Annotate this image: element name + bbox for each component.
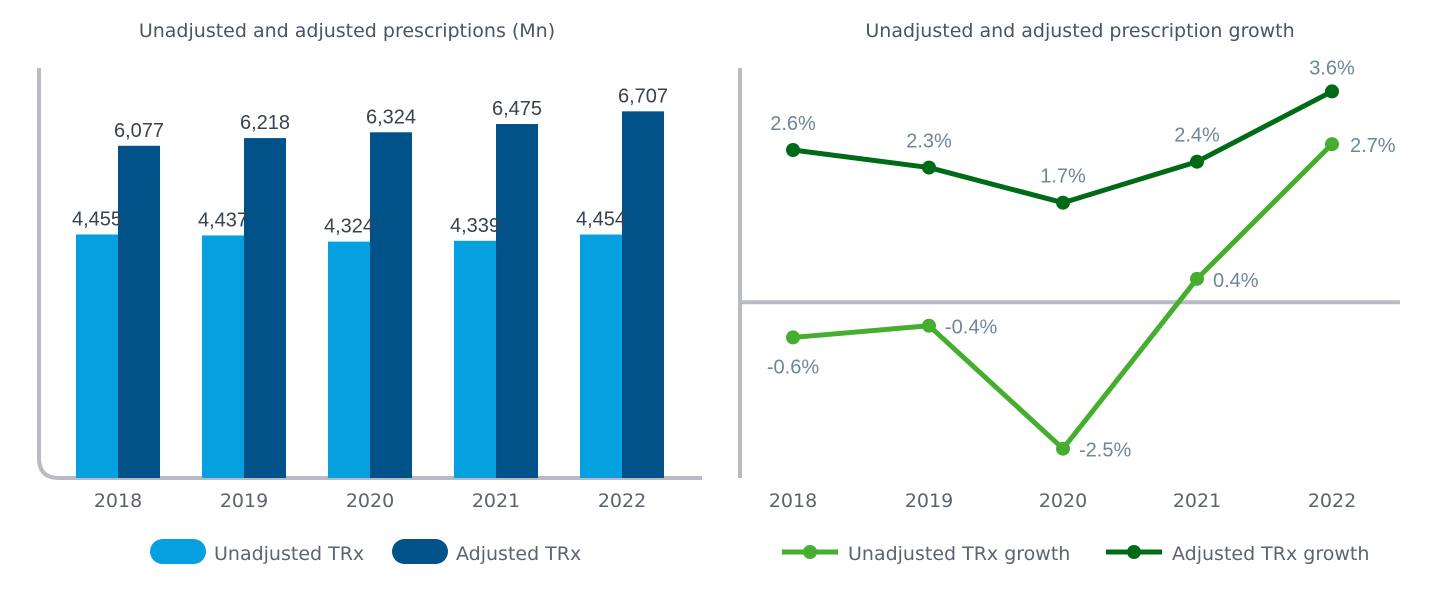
line-x-tick-2022: 2022 <box>1308 490 1356 512</box>
bar-label-unadjusted-2022: 4,454 <box>576 209 626 231</box>
line-unadjusted-trx-growth <box>792 142 1334 452</box>
line-legend: Unadjusted TRx growth Adjusted TRx growt… <box>782 543 1369 565</box>
point-adjusted-2020 <box>1056 195 1070 210</box>
line-x-tick-2018: 2018 <box>769 490 817 512</box>
bar-adjusted-2022 <box>622 111 664 478</box>
bar-chart-title: Unadjusted and adjusted prescriptions (M… <box>139 20 555 42</box>
point-adjusted-2018 <box>786 143 800 157</box>
legend-marker-unadjusted-trx-growth <box>803 545 817 559</box>
bar-x-tick-2022: 2022 <box>598 490 646 512</box>
bar-unadjusted-2019 <box>202 235 244 478</box>
legend-swatch-unadjusted-trx <box>150 539 206 564</box>
bar-adjusted-2019 <box>244 138 286 478</box>
bar-label-adjusted-2021: 6,475 <box>492 98 542 120</box>
bar-label-unadjusted-2020: 4,324 <box>324 216 374 238</box>
bar-label-unadjusted-2018: 4,455 <box>72 208 122 230</box>
bar-label-unadjusted-2021: 4,339 <box>450 215 500 237</box>
bar-chart-x-ticks: 2018 2019 2020 2021 2022 <box>94 490 646 512</box>
point-label-unadjusted-2019: -0.4% <box>945 317 997 339</box>
point-label-unadjusted-2020: -2.5% <box>1079 440 1131 462</box>
bar-adjusted-2020 <box>370 132 412 478</box>
point-adjusted-2021 <box>1190 154 1204 169</box>
legend-label-unadjusted-trx: Unadjusted TRx <box>214 543 364 565</box>
legend-label-unadjusted-trx-growth: Unadjusted TRx growth <box>848 543 1070 565</box>
bar-chart-bars <box>76 111 664 479</box>
bar-x-tick-2019: 2019 <box>220 490 268 512</box>
bar-chart-axis-frame <box>37 68 702 480</box>
point-label-adjusted-2018: 2.6% <box>770 113 816 135</box>
line-chart-series <box>786 84 1339 456</box>
bar-adjusted-2018 <box>118 145 160 479</box>
bar-unadjusted-2020 <box>328 241 370 478</box>
legend-label-adjusted-trx: Adjusted TRx <box>456 543 581 565</box>
bar-x-tick-2020: 2020 <box>346 490 394 512</box>
bar-x-tick-2018: 2018 <box>94 490 142 512</box>
bar-label-adjusted-2020: 6,324 <box>366 106 416 128</box>
bar-label-adjusted-2018: 6,077 <box>114 120 164 142</box>
line-x-tick-2021: 2021 <box>1173 490 1221 512</box>
bar-legend: Unadjusted TRx Adjusted TRx <box>150 539 581 565</box>
point-unadjusted-2020 <box>1056 441 1070 456</box>
point-label-unadjusted-2021: 0.4% <box>1213 270 1259 292</box>
line-x-tick-2019: 2019 <box>905 490 953 512</box>
line-x-tick-2020: 2020 <box>1039 490 1087 512</box>
bar-unadjusted-2018 <box>76 234 118 478</box>
bar-unadjusted-2022 <box>580 234 622 478</box>
bar-label-adjusted-2019: 6,218 <box>240 112 290 134</box>
bar-adjusted-2021 <box>496 124 538 479</box>
point-unadjusted-2019 <box>922 318 936 333</box>
point-unadjusted-2022 <box>1325 137 1339 152</box>
point-label-unadjusted-2018: -0.6% <box>767 356 819 378</box>
legend-marker-adjusted-trx-growth <box>1127 545 1141 559</box>
bar-label-adjusted-2022: 6,707 <box>618 85 668 107</box>
line-chart-x-ticks: 2018 2019 2020 2021 2022 <box>769 490 1356 512</box>
bar-chart: Unadjusted and adjusted prescriptions (M… <box>37 20 702 565</box>
legend-swatch-adjusted-trx <box>392 539 448 564</box>
point-label-adjusted-2019: 2.3% <box>906 131 952 153</box>
point-label-adjusted-2020: 1.7% <box>1040 166 1086 188</box>
point-adjusted-2022 <box>1325 84 1339 99</box>
bar-unadjusted-2021 <box>454 240 496 478</box>
point-adjusted-2019 <box>922 160 936 175</box>
bar-label-unadjusted-2019: 4,437 <box>198 209 248 231</box>
bar-x-tick-2021: 2021 <box>472 490 520 512</box>
point-unadjusted-2018 <box>786 330 800 345</box>
point-unadjusted-2021 <box>1190 271 1204 286</box>
point-label-adjusted-2021: 2.4% <box>1174 125 1220 147</box>
line-chart-title: Unadjusted and adjusted prescription gro… <box>865 20 1294 42</box>
bar-chart-value-labels: 4,455 6,077 4,437 6,218 4,324 6,324 4,339 6,475… <box>72 85 668 237</box>
point-label-unadjusted-2022: 2.7% <box>1350 135 1396 157</box>
line-chart-point-labels: -0.6% -0.4% -2.5% 0.4% 2.7% 2.6% 2.3% 1.7% 2.4% 3… <box>767 57 1396 461</box>
point-label-adjusted-2022: 3.6% <box>1309 57 1355 79</box>
line-chart: Unadjusted and adjusted prescription gro… <box>738 20 1400 565</box>
legend-label-adjusted-trx-growth: Adjusted TRx growth <box>1172 543 1369 565</box>
